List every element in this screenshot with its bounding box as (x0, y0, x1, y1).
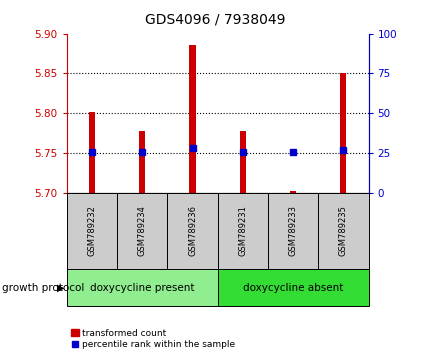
Text: GSM789231: GSM789231 (238, 206, 247, 256)
Text: GSM789234: GSM789234 (138, 206, 146, 256)
Bar (239, 131, 245, 193)
Bar (89, 113, 95, 193)
Text: growth protocol: growth protocol (2, 282, 84, 293)
Bar (340, 73, 346, 193)
Text: doxycycline absent: doxycycline absent (243, 282, 342, 293)
Text: GSM789233: GSM789233 (288, 205, 297, 257)
Bar (289, 192, 295, 193)
Legend: transformed count, percentile rank within the sample: transformed count, percentile rank withi… (71, 329, 235, 349)
Text: GSM789236: GSM789236 (187, 205, 197, 257)
Text: GSM789232: GSM789232 (87, 206, 96, 256)
Text: GDS4096 / 7938049: GDS4096 / 7938049 (145, 12, 285, 27)
Text: ▶: ▶ (56, 282, 64, 293)
Bar (189, 45, 195, 193)
Text: doxycycline present: doxycycline present (90, 282, 194, 293)
Text: GSM789235: GSM789235 (338, 206, 347, 256)
Bar (139, 131, 145, 193)
